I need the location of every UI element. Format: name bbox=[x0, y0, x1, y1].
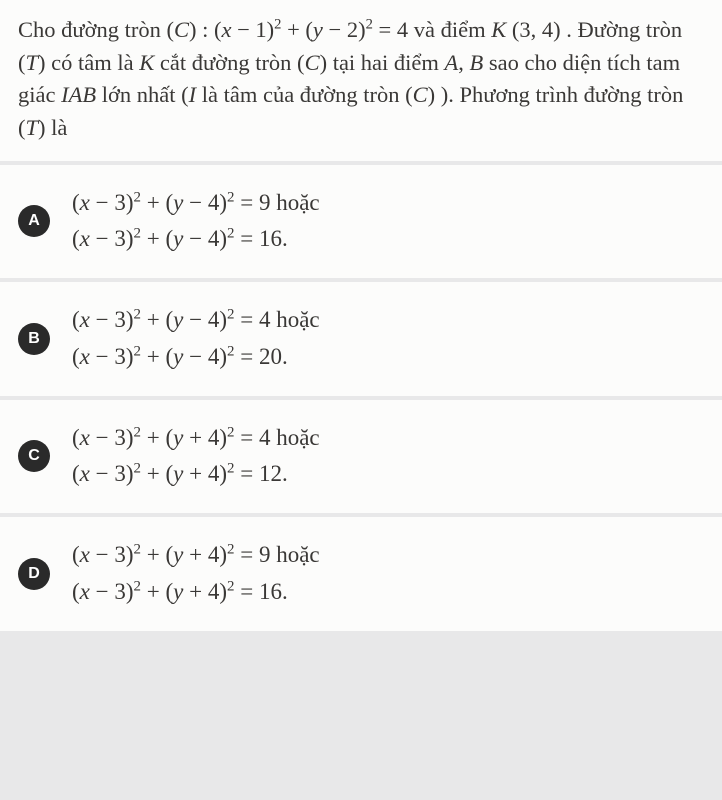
option-line-1: (x − 3)2 + (y + 4)2 = 4 hoặc bbox=[72, 420, 320, 457]
option-math: (x − 3)2 + (y + 4)2 = 4 hoặc(x − 3)2 + (… bbox=[72, 420, 320, 494]
option-line-1: (x − 3)2 + (y + 4)2 = 9 hoặc bbox=[72, 537, 320, 574]
option-math: (x − 3)2 + (y − 4)2 = 4 hoặc(x − 3)2 + (… bbox=[72, 302, 320, 376]
option-math: (x − 3)2 + (y − 4)2 = 9 hoặc(x − 3)2 + (… bbox=[72, 185, 320, 259]
option-math: (x − 3)2 + (y + 4)2 = 9 hoặc(x − 3)2 + (… bbox=[72, 537, 320, 611]
option-line-2: (x − 3)2 + (y + 4)2 = 12. bbox=[72, 456, 320, 493]
option-letter-badge: D bbox=[18, 558, 50, 590]
option-line-2: (x − 3)2 + (y + 4)2 = 16. bbox=[72, 574, 320, 611]
option-letter-badge: B bbox=[18, 323, 50, 355]
option-line-2: (x − 3)2 + (y − 4)2 = 16. bbox=[72, 221, 320, 258]
option-line-1: (x − 3)2 + (y − 4)2 = 9 hoặc bbox=[72, 185, 320, 222]
option-line-2: (x − 3)2 + (y − 4)2 = 20. bbox=[72, 339, 320, 376]
option-letter-badge: A bbox=[18, 205, 50, 237]
answer-option-d[interactable]: D (x − 3)2 + (y + 4)2 = 9 hoặc(x − 3)2 + … bbox=[0, 517, 722, 631]
answer-option-c[interactable]: C (x − 3)2 + (y + 4)2 = 4 hoặc(x − 3)2 + … bbox=[0, 400, 722, 514]
answer-option-b[interactable]: B (x − 3)2 + (y − 4)2 = 4 hoặc(x − 3)2 + … bbox=[0, 282, 722, 396]
question-block: Cho đường tròn (C) : (x − 1)2 + (y − 2)2… bbox=[0, 0, 722, 161]
option-letter-badge: C bbox=[18, 440, 50, 472]
answer-option-a[interactable]: A (x − 3)2 + (y − 4)2 = 9 hoặc(x − 3)2 + … bbox=[0, 165, 722, 279]
option-line-1: (x − 3)2 + (y − 4)2 = 4 hoặc bbox=[72, 302, 320, 339]
options-container: A(x − 3)2 + (y − 4)2 = 9 hoặc(x − 3)2 + … bbox=[0, 165, 722, 631]
question-text: Cho đường tròn (C) : (x − 1)2 + (y − 2)2… bbox=[18, 17, 683, 140]
